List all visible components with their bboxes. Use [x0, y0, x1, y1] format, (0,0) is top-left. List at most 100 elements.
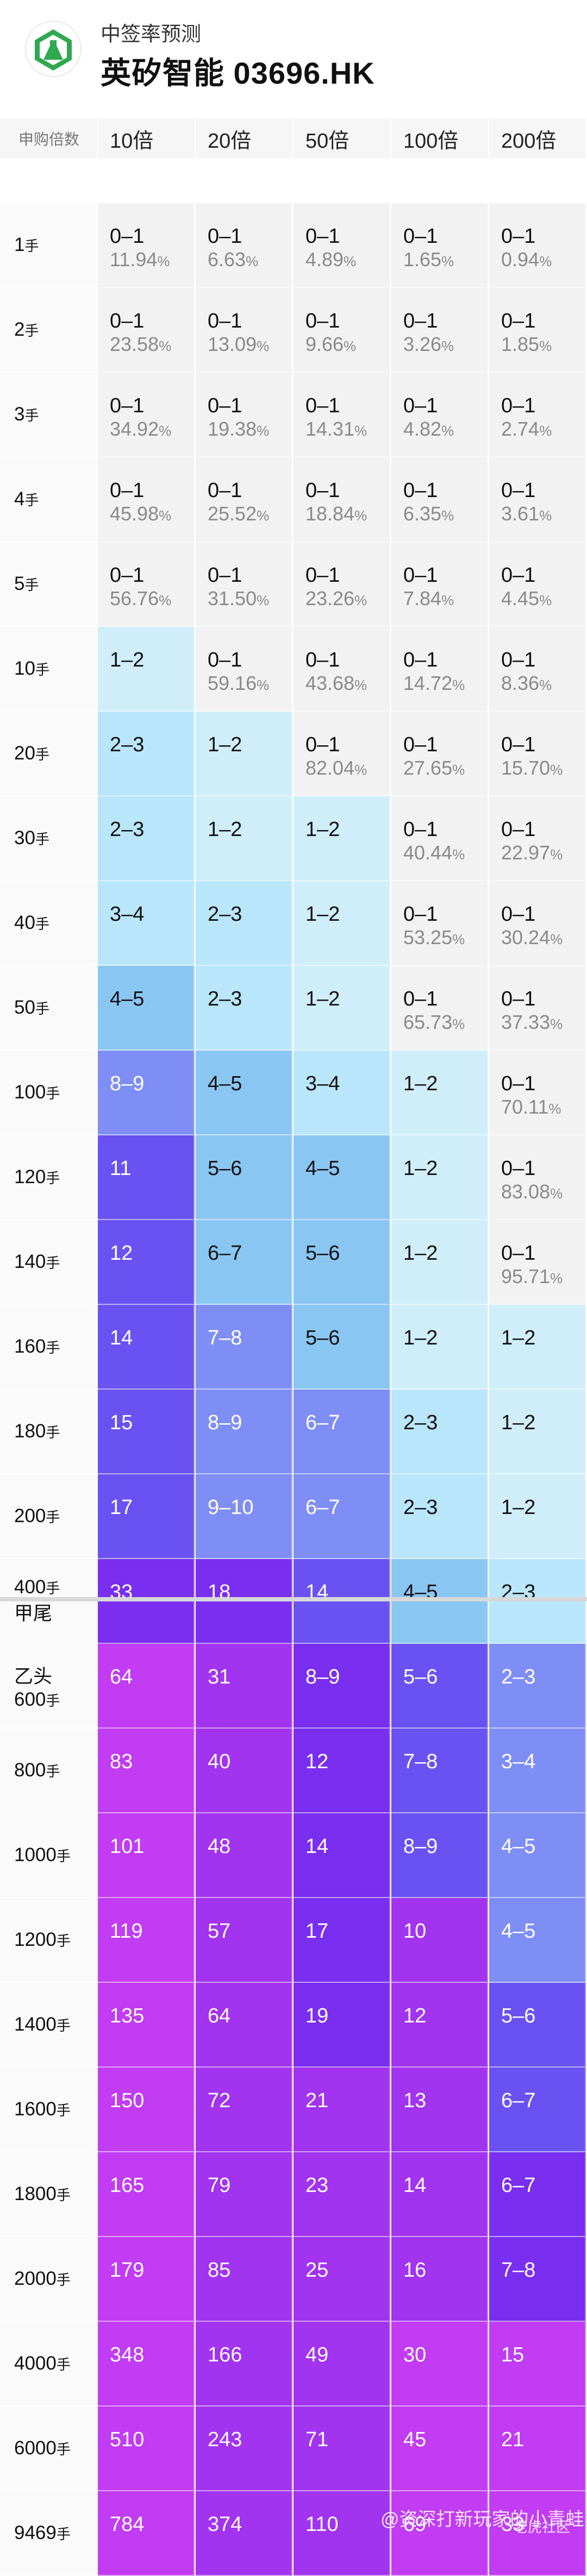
row-label: 1200手	[0, 1898, 97, 1983]
page-subtitle: 中签率预测	[101, 23, 201, 45]
lots-range: 0–1	[501, 310, 536, 332]
row-lot-unit: 手	[24, 577, 39, 593]
lots-range: 0–1	[208, 479, 242, 502]
row-label: 100手	[0, 1051, 97, 1135]
lots-range: 1–2	[501, 1496, 536, 1519]
lots-range: 4–5	[208, 1072, 242, 1095]
lots-range: 3–4	[110, 903, 145, 926]
lots-range: 17	[110, 1496, 133, 1519]
lots-range: 0–1	[208, 649, 242, 671]
allotment-cell: 7–8	[489, 2237, 586, 2322]
allotment-cell: 25	[294, 2237, 390, 2322]
allotment-cell: 0–1 25.52%	[196, 457, 292, 542]
allotment-cell: 2–3	[98, 712, 195, 796]
row-lot-count: 2000	[14, 2268, 57, 2289]
allotment-cell: 135	[98, 1983, 195, 2068]
row-lot-count: 140	[14, 1251, 46, 1272]
allotment-cell: 0–1 8.36%	[489, 627, 586, 712]
allotment-cell: 1–2	[294, 796, 390, 881]
allotment-cell: 48	[196, 1813, 292, 1898]
lots-range: 0–1	[403, 733, 438, 756]
row-lot-unit: 手	[24, 492, 39, 508]
lots-range: 0–1	[208, 564, 242, 587]
row-lot-count: 100	[14, 1082, 46, 1103]
lots-range: 101	[110, 1835, 145, 1858]
allotment-cell: 21	[294, 2068, 390, 2152]
lots-range: 6–7	[305, 1496, 340, 1519]
allotment-cell: 83	[98, 1729, 195, 1813]
row-note: 甲尾	[14, 1603, 53, 1624]
row-lot-unit: 手	[56, 2441, 71, 2458]
win-probability: 19.38%	[208, 418, 270, 440]
lots-range: 1–2	[403, 1242, 438, 1265]
lots-range: 1–2	[208, 733, 242, 756]
allotment-cell: 64	[98, 1644, 195, 1729]
allotment-cell: 14	[294, 1559, 390, 1644]
allotment-cell: 0–1 14.31%	[294, 373, 390, 457]
lots-range: 0–1	[110, 479, 145, 502]
allotment-cell: 1–2	[489, 1305, 586, 1390]
lots-range: 2–3	[110, 733, 145, 756]
lots-range: 3–4	[305, 1072, 340, 1095]
allotment-cell: 33	[98, 1559, 195, 1644]
row-label: 20手	[0, 712, 97, 796]
allotment-cell: 1–2	[294, 966, 390, 1051]
lots-range: 1–2	[110, 649, 145, 671]
allotment-cell: 165	[98, 2152, 195, 2237]
allotment-cell: 0–1 82.04%	[294, 712, 390, 796]
row-lot-count: 200	[14, 1505, 46, 1526]
row-lot-unit: 手	[46, 1424, 60, 1441]
row-lot-unit: 手	[46, 1255, 60, 1271]
lots-range: 0–1	[305, 564, 340, 587]
lots-range: 0–1	[501, 903, 536, 926]
lots-range: 2–3	[208, 903, 242, 926]
lots-range: 0–1	[403, 818, 438, 841]
row-lot-count: 1000	[14, 1844, 57, 1865]
lots-range: 166	[208, 2343, 242, 2366]
allotment-cell: 150	[98, 2068, 195, 2152]
allotment-cell: 2–3	[489, 1559, 586, 1644]
row-lot-unit: 手	[56, 2187, 71, 2203]
row-label: 1400手	[0, 1983, 97, 2068]
lots-range: 11	[110, 1157, 132, 1180]
allotment-cell: 1–2	[391, 1305, 488, 1390]
row-label: 10手	[0, 627, 97, 712]
win-probability: 56.76%	[110, 587, 172, 610]
lots-range: 8–9	[403, 1835, 438, 1858]
allotment-cell: 1–2	[391, 1220, 488, 1305]
lots-range: 0–1	[403, 988, 438, 1010]
win-probability: 4.89%	[305, 248, 357, 271]
lots-range: 25	[305, 2259, 329, 2282]
lots-range: 12	[403, 2005, 427, 2027]
row-lot-count: 5	[14, 573, 25, 594]
win-probability: 30.24%	[501, 926, 563, 948]
win-probability: 23.58%	[110, 333, 172, 355]
row-lot-unit: 手	[56, 2357, 71, 2373]
lots-range: 0–1	[501, 564, 536, 587]
win-probability: 37.33%	[501, 1011, 563, 1033]
win-probability: 18.84%	[305, 502, 367, 525]
allotment-cell: 14	[98, 1305, 195, 1390]
win-probability: 2.74%	[501, 418, 552, 440]
row-label: 1000手	[0, 1813, 97, 1898]
allotment-cell: 6–7	[489, 2068, 586, 2152]
allotment-cell: 6–7	[294, 1474, 390, 1559]
allotment-cell: 40	[196, 1729, 292, 1813]
win-probability: 40.44%	[403, 841, 465, 864]
allotment-cell: 4–5	[391, 1559, 488, 1644]
allotment-cell: 0–1 9.66%	[294, 288, 390, 373]
allotment-cell: 21	[489, 2407, 586, 2491]
lots-range: 48	[208, 1835, 231, 1858]
win-probability: 59.16%	[208, 672, 270, 694]
lots-range: 16	[403, 2259, 427, 2282]
allotment-cell: 3–4	[294, 1051, 390, 1135]
allotment-cell: 5–6	[196, 1135, 292, 1220]
lots-range: 0–1	[305, 733, 340, 756]
row-prefix: 乙头	[14, 1666, 53, 1687]
allotment-cell: 0–1 45.98%	[98, 457, 195, 542]
allotment-cell: 1–2	[489, 1474, 586, 1559]
company-logo	[26, 22, 80, 76]
lots-range: 0–1	[501, 479, 536, 502]
allotment-cell: 49	[294, 2322, 390, 2407]
allotment-cell: 1–2	[294, 881, 390, 966]
